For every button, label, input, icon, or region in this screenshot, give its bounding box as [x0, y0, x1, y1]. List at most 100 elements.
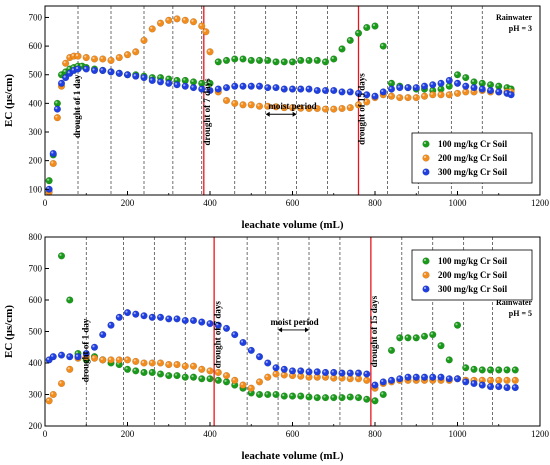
data-point: [495, 88, 503, 96]
data-point-highlight: [422, 94, 425, 97]
data-point-highlight: [216, 86, 219, 90]
data-point: [363, 395, 371, 403]
data-point-highlight: [339, 376, 343, 379]
data-point: [156, 370, 165, 378]
data-point-highlight: [47, 398, 50, 401]
data-point: [62, 59, 70, 67]
data-point-highlight: [389, 378, 392, 381]
data-point-highlight: [480, 382, 483, 386]
y-tick-label: 300: [29, 390, 43, 400]
data-point: [272, 84, 280, 92]
data-point: [511, 366, 519, 374]
data-point-highlight: [513, 367, 516, 371]
data-point-highlight: [158, 21, 161, 24]
moist-period-arrow: [278, 327, 309, 333]
data-point: [181, 16, 189, 24]
data-point-highlight: [108, 357, 112, 360]
data-point: [247, 101, 255, 109]
data-point: [445, 356, 453, 364]
y-tick-label: 100: [29, 184, 43, 194]
data-point-highlight: [150, 370, 153, 373]
data-point: [321, 58, 330, 66]
data-point-highlight: [249, 58, 252, 61]
data-point-highlight: [240, 56, 244, 60]
data-point-highlight: [381, 43, 384, 47]
data-point-highlight: [257, 104, 260, 107]
data-point: [420, 82, 429, 90]
data-point-highlight: [463, 89, 466, 93]
data-point-highlight: [158, 315, 161, 318]
data-point-highlight: [447, 78, 450, 81]
data-point-highlight: [191, 364, 194, 367]
data-point: [49, 390, 57, 399]
data-point-highlight: [51, 161, 54, 164]
data-point: [453, 71, 462, 79]
legend-label: 100 mg/kg Cr Soil: [438, 139, 508, 149]
data-point-highlight: [257, 84, 260, 87]
chart-panel-top: drought of 1 day drought of 7 days drought…: [3, 5, 550, 231]
data-point: [453, 79, 462, 87]
data-point-highlight: [125, 310, 128, 313]
data-point: [214, 85, 222, 93]
data-point: [445, 91, 453, 99]
data-point-highlight: [216, 378, 219, 381]
data-point-highlight: [224, 58, 227, 61]
data-point-highlight: [389, 86, 392, 90]
data-point-highlight: [232, 378, 235, 381]
data-point-highlight: [430, 88, 433, 91]
data-point-highlight: [463, 365, 466, 368]
data-point: [123, 71, 132, 79]
legend-marker-highlight: [423, 169, 427, 173]
data-point: [330, 368, 338, 377]
data-point-highlight: [348, 376, 351, 379]
data-point-highlight: [397, 376, 400, 379]
data-point-highlight: [323, 370, 326, 373]
data-point: [82, 65, 90, 73]
data-point: [305, 393, 313, 401]
data-point-highlight: [63, 69, 66, 72]
data-point: [272, 390, 280, 399]
condition-label: Rainwater: [496, 298, 532, 307]
data-point: [387, 85, 396, 93]
chart-panel-bottom: drought of 1 day drought of 7 days drought…: [3, 232, 550, 462]
data-point-highlight: [207, 49, 211, 52]
data-point-highlight: [133, 368, 136, 371]
data-point: [57, 79, 66, 87]
data-point: [495, 376, 503, 384]
data-point-highlight: [323, 88, 326, 91]
x-tick-label: 800: [368, 198, 382, 208]
data-point-highlight: [100, 56, 103, 60]
data-point-highlight: [339, 89, 343, 93]
data-point-highlight: [331, 370, 334, 373]
data-point-highlight: [282, 372, 285, 376]
data-point: [462, 364, 470, 372]
data-point-highlight: [207, 88, 211, 91]
data-point: [222, 324, 231, 332]
data-point: [53, 114, 61, 122]
data-point-highlight: [166, 316, 169, 319]
data-point-highlight: [273, 104, 277, 107]
data-point-highlight: [381, 379, 384, 382]
drought-lines: [213, 237, 372, 426]
data-point: [288, 85, 297, 93]
data-point: [57, 351, 66, 359]
data-point: [90, 354, 99, 362]
data-point: [231, 99, 239, 107]
y-axis-title: EC (μs/cm): [3, 74, 15, 127]
data-point: [132, 310, 140, 318]
x-tick-label: 1000: [449, 429, 468, 439]
data-point: [90, 343, 99, 351]
data-point-highlight: [455, 323, 458, 326]
data-point: [107, 56, 115, 65]
data-point: [181, 362, 189, 370]
data-point: [231, 82, 239, 90]
data-point: [239, 338, 247, 347]
data-point: [453, 375, 462, 383]
data-point-highlight: [166, 362, 169, 365]
data-point: [420, 92, 429, 100]
data-point-highlight: [430, 332, 433, 335]
data-point: [404, 94, 412, 102]
data-point: [437, 91, 445, 99]
data-point-highlight: [496, 89, 499, 93]
data-point-highlight: [67, 71, 70, 74]
